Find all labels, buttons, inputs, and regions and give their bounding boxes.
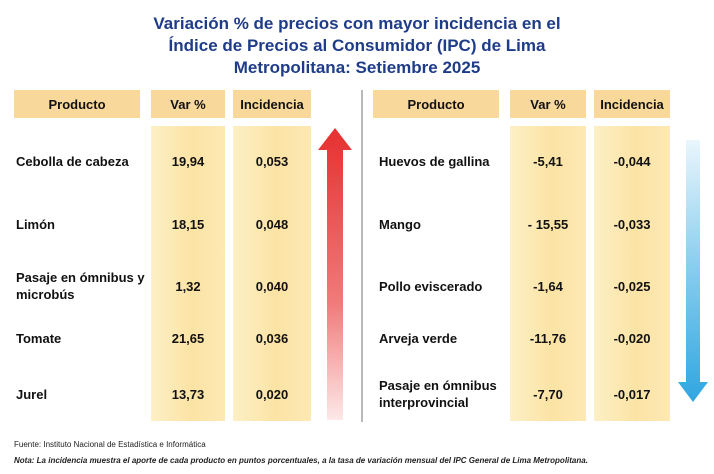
up-arrow-icon — [318, 128, 352, 420]
producto-line: Pasaje en ómnibus y — [16, 270, 145, 285]
producto-line: Pasaje en ómnibus — [379, 378, 497, 393]
left-header-incidencia: Incidencia — [233, 90, 311, 118]
producto-line: interprovincial — [379, 395, 469, 410]
left-row-4-var: 21,65 — [171, 330, 205, 346]
center-divider — [361, 90, 363, 422]
left-row-5-producto: Jurel — [16, 386, 47, 403]
title-line-3: Metropolitana: Setiembre 2025 — [233, 58, 481, 77]
producto-line: Mango — [379, 216, 421, 232]
producto-line: Arveja verde — [379, 330, 458, 346]
right-header-var: Var % — [510, 90, 586, 118]
left-row-4-incidencia: 0,036 — [255, 330, 289, 346]
right-row-4-incidencia: -0,020 — [613, 330, 651, 346]
left-row-2-producto: Limón — [16, 216, 55, 233]
right-row-2-var: - 15,55 — [527, 216, 569, 232]
producto-line: Jurel — [16, 386, 48, 402]
producto-line: microbús — [16, 287, 75, 302]
left-row-5-var: 13,73 — [171, 386, 205, 402]
left-row-1-var: 19,94 — [171, 153, 205, 169]
left-row-1-incidencia: 0,053 — [255, 153, 289, 169]
left-row-2-incidencia: 0,048 — [255, 216, 289, 232]
producto-line: Cebolla de cabeza — [16, 153, 129, 169]
producto-line: Pollo eviscerado — [379, 278, 483, 294]
right-incidencia-band — [594, 126, 670, 421]
producto-line: Huevos de gallina — [379, 153, 490, 169]
left-row-1-producto: Cebolla de cabeza — [16, 153, 129, 170]
left-row-3-var: 1,32 — [175, 278, 201, 294]
left-row-3-incidencia: 0,040 — [255, 278, 289, 294]
right-header-producto: Producto — [373, 90, 499, 118]
left-row-5-incidencia: 0,020 — [255, 386, 289, 402]
right-row-4-producto: Arveja verde — [379, 330, 457, 347]
producto-line: Limón — [16, 216, 55, 232]
right-row-5-producto: Pasaje en ómnibus interprovincial — [379, 377, 497, 411]
right-row-5-incidencia: -0,017 — [613, 386, 651, 402]
right-row-3-producto: Pollo eviscerado — [379, 278, 482, 295]
footer-note: Nota: La incidencia muestra el aporte de… — [14, 456, 588, 465]
right-row-5-var: -7,70 — [533, 386, 563, 402]
right-row-2-incidencia: -0,033 — [613, 216, 651, 232]
footer-source: Fuente: Instituto Nacional de Estadístic… — [14, 440, 206, 449]
left-row-3-producto: Pasaje en ómnibus y microbús — [16, 269, 145, 303]
right-row-2-producto: Mango — [379, 216, 421, 233]
title-line-1: Variación % de precios con mayor inciden… — [153, 14, 561, 33]
down-arrow-icon — [678, 140, 708, 402]
right-header-incidencia: Incidencia — [594, 90, 670, 118]
right-row-1-producto: Huevos de gallina — [379, 153, 490, 170]
left-row-2-var: 18,15 — [171, 216, 205, 232]
left-row-4-producto: Tomate — [16, 330, 61, 347]
right-var-band — [510, 126, 586, 421]
right-row-1-incidencia: -0,044 — [613, 153, 651, 169]
chart-title: Variación % de precios con mayor inciden… — [0, 13, 714, 79]
title-line-2: Índice de Precios al Consumidor (IPC) de… — [168, 36, 546, 55]
right-row-3-incidencia: -0,025 — [613, 278, 651, 294]
left-incidencia-band — [233, 126, 311, 421]
right-row-3-var: -1,64 — [533, 278, 563, 294]
left-var-band — [151, 126, 225, 421]
left-header-producto: Producto — [14, 90, 140, 118]
left-header-var: Var % — [151, 90, 225, 118]
right-row-4-var: -11,76 — [529, 330, 567, 346]
right-row-1-var: -5,41 — [533, 153, 563, 169]
producto-line: Tomate — [16, 330, 62, 346]
